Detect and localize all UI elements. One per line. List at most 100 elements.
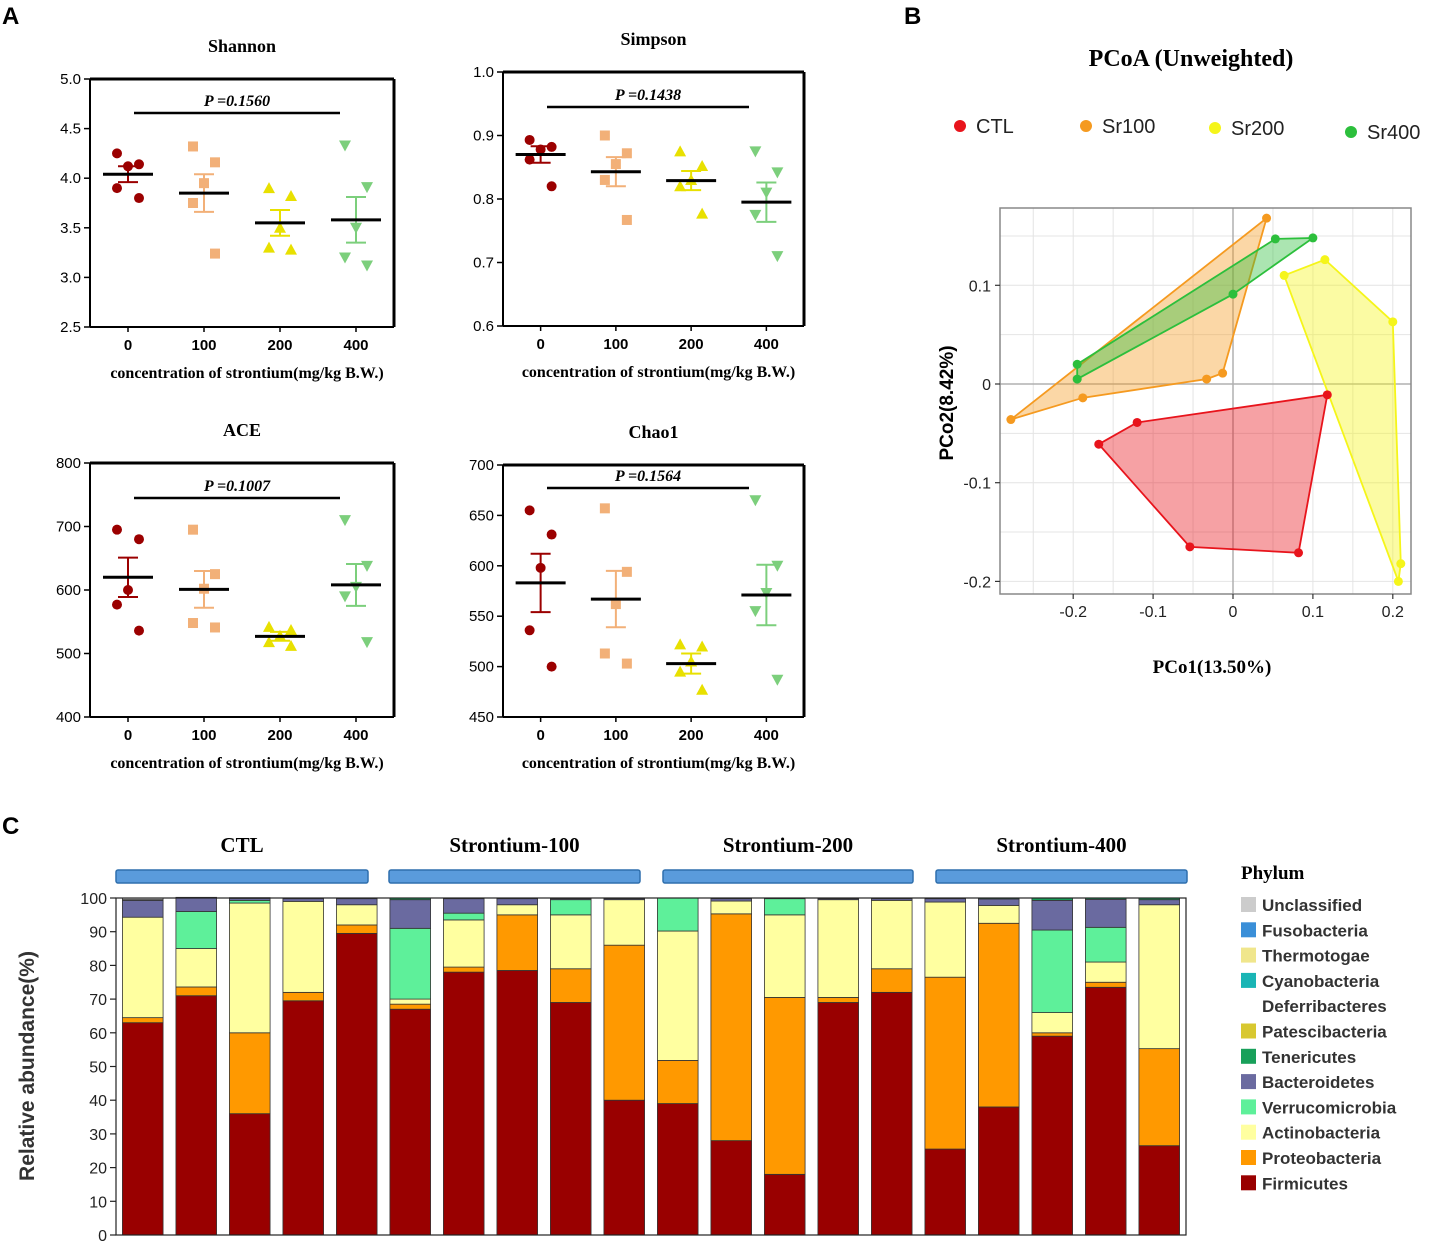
data-point	[188, 141, 198, 152]
data-point	[285, 190, 297, 202]
y-tick-label: 500	[56, 646, 81, 663]
legend-label: Bacteroidetes	[1262, 1073, 1374, 1092]
data-point	[210, 248, 220, 259]
x-tick-label: 100	[603, 727, 628, 744]
data-point	[285, 624, 297, 636]
data-point	[674, 638, 687, 650]
y-tick-label: 30	[89, 1127, 107, 1144]
x-tick-label: 200	[679, 727, 704, 744]
y-tick-label: 700	[469, 457, 494, 474]
x-tick-label: 400	[754, 336, 779, 353]
legend-marker	[1080, 120, 1092, 132]
pcoa-point-CTL	[1132, 417, 1142, 427]
data-point	[188, 618, 198, 629]
pcoa-plot: PCoA (Unweighted) CTL Sr100 Sr200 Sr400 -0.2 -…	[937, 46, 1420, 678]
bar-segment-proteobacteria	[817, 997, 859, 1003]
bar-segment-firmicutes	[282, 1000, 324, 1236]
legend-swatch	[1241, 1124, 1256, 1140]
bar-segment-actinobacteria	[336, 904, 378, 926]
x-tick-label: 200	[267, 337, 292, 354]
bar-segment-proteobacteria	[924, 976, 966, 1150]
legend-label: Patescibacteria	[1262, 1023, 1387, 1042]
alpha-plot-chao1: Chao1 450 500 550 600 650 700 0 100 200 400 concent…	[469, 422, 806, 772]
pcoa-point-Sr400	[1072, 359, 1082, 369]
legend-swatch	[1241, 1048, 1256, 1064]
panel-label-a: A	[2, 3, 19, 30]
legend-label: Unclassified	[1262, 896, 1362, 915]
legend-label: Proteobacteria	[1262, 1149, 1382, 1168]
bar-segment-firmicutes	[389, 1008, 431, 1236]
bar-segment-proteobacteria	[336, 924, 378, 934]
hull-Sr100	[1010, 215, 1269, 421]
group-bar	[388, 869, 641, 884]
hull-Sr200	[1282, 258, 1402, 582]
legend-swatch	[1241, 1099, 1256, 1115]
legend-marker	[1345, 126, 1357, 138]
legend-swatch	[1241, 922, 1256, 938]
data-point	[621, 658, 632, 669]
bar-segment-actinobacteria	[1031, 1012, 1073, 1034]
data-point	[546, 141, 557, 152]
y-tick-label: 0	[98, 1228, 107, 1245]
y-tick-label: 3.0	[60, 269, 81, 286]
data-point	[263, 241, 275, 253]
legend-label: CTL	[976, 116, 1014, 138]
bar-segment-actinobacteria	[496, 904, 538, 916]
x-tick-label: 400	[343, 727, 368, 744]
pcoa-point-Sr200	[1320, 255, 1330, 265]
legend-label: Thermotogae	[1262, 947, 1370, 966]
data-point	[210, 157, 220, 168]
p-value-label: P =0.1007	[203, 478, 271, 495]
data-point	[674, 145, 687, 157]
x-tick-label: 200	[267, 727, 292, 744]
y-tick-label: 1.0	[473, 64, 494, 81]
bar-segment-actinobacteria	[978, 905, 1020, 924]
bar-segment-firmicutes	[764, 1173, 806, 1236]
bar-segment-actinobacteria	[1138, 904, 1180, 1050]
legend-label: Firmicutes	[1262, 1174, 1348, 1193]
bar-segment-bacteroidetes	[336, 898, 378, 906]
bar-segment-firmicutes	[496, 970, 538, 1236]
pcoa-point-Sr400	[1270, 234, 1280, 244]
x-tick-label: -0.1	[1139, 604, 1167, 621]
pcoa-point-CTL	[1094, 439, 1104, 449]
group-bar	[935, 869, 1188, 884]
group-label: Strontium-200	[723, 833, 853, 857]
phylum-stacked-bar-chart: CTL Strontium-100 Strontium-200 Strontium-4…	[16, 833, 1397, 1245]
x-axis-label: concentration of strontium(mg/kg B.W.)	[110, 755, 383, 772]
data-point	[112, 183, 122, 194]
legend-label: Cyanobacteria	[1262, 972, 1380, 991]
data-point	[134, 193, 144, 204]
data-point	[339, 140, 351, 152]
bar-segment-actinobacteria	[389, 998, 431, 1005]
panel-label-b: B	[904, 3, 921, 30]
p-value-label: P =0.1438	[614, 87, 681, 104]
bar-segment-proteobacteria	[1085, 981, 1127, 988]
legend-marker	[954, 120, 966, 132]
y-tick-label: 5.0	[60, 71, 81, 88]
bar-segment-proteobacteria	[175, 986, 217, 997]
bar-segment-actinobacteria	[229, 902, 271, 1034]
bar-segment-firmicutes	[603, 1099, 645, 1236]
bar-segment-actinobacteria	[550, 914, 592, 970]
x-tick-label: 200	[679, 336, 704, 353]
bar-segment-bacteroidetes	[1085, 898, 1127, 928]
bar-segment-firmicutes	[710, 1140, 752, 1236]
bar-segment-firmicutes	[1138, 1145, 1180, 1236]
bar-segment-firmicutes	[336, 932, 378, 1236]
group-bar	[115, 869, 369, 884]
data-point	[524, 625, 535, 636]
pcoa-point-Sr200	[1388, 317, 1398, 327]
data-point	[112, 599, 122, 610]
data-point	[696, 640, 709, 652]
plot-title: Simpson	[620, 29, 686, 49]
x-tick-label: -0.2	[1059, 604, 1087, 621]
x-tick-label: 100	[603, 336, 628, 353]
bar-segment-bacteroidetes	[1138, 899, 1180, 906]
y-tick-label: 10	[89, 1194, 107, 1211]
panel-label-c: C	[2, 813, 19, 840]
data-point	[339, 252, 351, 264]
legend-label: Fusobacteria	[1262, 921, 1368, 940]
p-value-label: P =0.1564	[614, 468, 681, 485]
data-point	[188, 524, 198, 535]
